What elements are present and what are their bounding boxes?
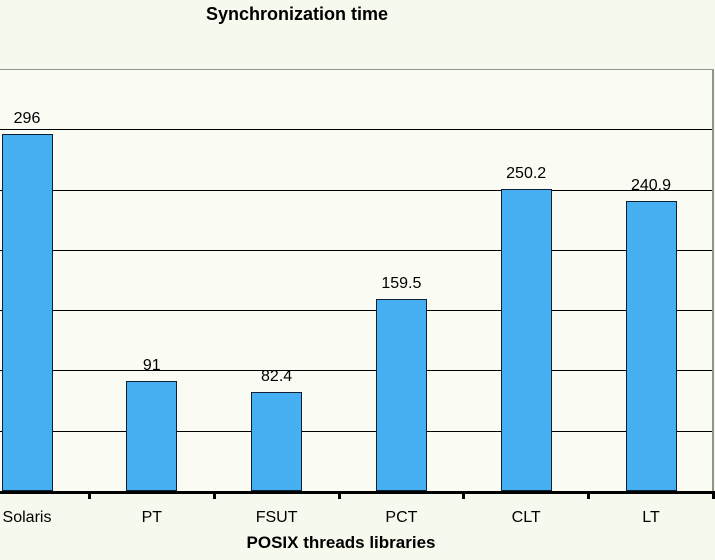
gridline-200: [0, 250, 712, 251]
x-axis-tick-label: PT: [141, 509, 163, 526]
x-axis-line: [0, 491, 715, 494]
x-axis-tick-label: CLT: [511, 509, 541, 526]
x-axis-tick-label: Solaris: [2, 509, 52, 526]
gridline-100: [0, 370, 712, 371]
bar-value-label: 82.4: [261, 368, 293, 385]
gridline-150: [0, 310, 712, 311]
x-axis-tick: [711, 494, 715, 499]
gridline-250: [0, 190, 712, 191]
gridline-50: [0, 431, 712, 432]
x-axis-tick: [587, 494, 591, 499]
x-axis-tick-label: FSUT: [255, 509, 298, 526]
bar-value-label: 250.2: [506, 165, 547, 182]
bar-value-label: 91: [142, 357, 161, 374]
x-axis-tick: [462, 494, 466, 499]
gridline-300: [0, 129, 712, 130]
x-axis-tick: [212, 494, 216, 499]
x-axis-tick: [87, 494, 91, 499]
bar-fsut: [251, 392, 303, 491]
bar-solaris: [1, 134, 53, 491]
bar-value-label: 159.5: [381, 275, 422, 292]
bar-pt: [126, 381, 178, 491]
plot-area: [0, 69, 714, 491]
bar-value-label: 296: [13, 110, 41, 127]
bar-clt: [500, 189, 552, 491]
bar-value-label: 240.9: [630, 177, 672, 194]
x-axis-tick-label: PCT: [385, 509, 418, 526]
bar-lt: [625, 201, 677, 491]
x-axis-tick-label: LT: [642, 509, 660, 526]
x-axis-tick: [337, 494, 341, 499]
chart-title: Synchronization time: [205, 4, 389, 24]
bar-pct: [375, 299, 427, 491]
x-axis-title: POSIX threads libraries: [246, 533, 436, 552]
